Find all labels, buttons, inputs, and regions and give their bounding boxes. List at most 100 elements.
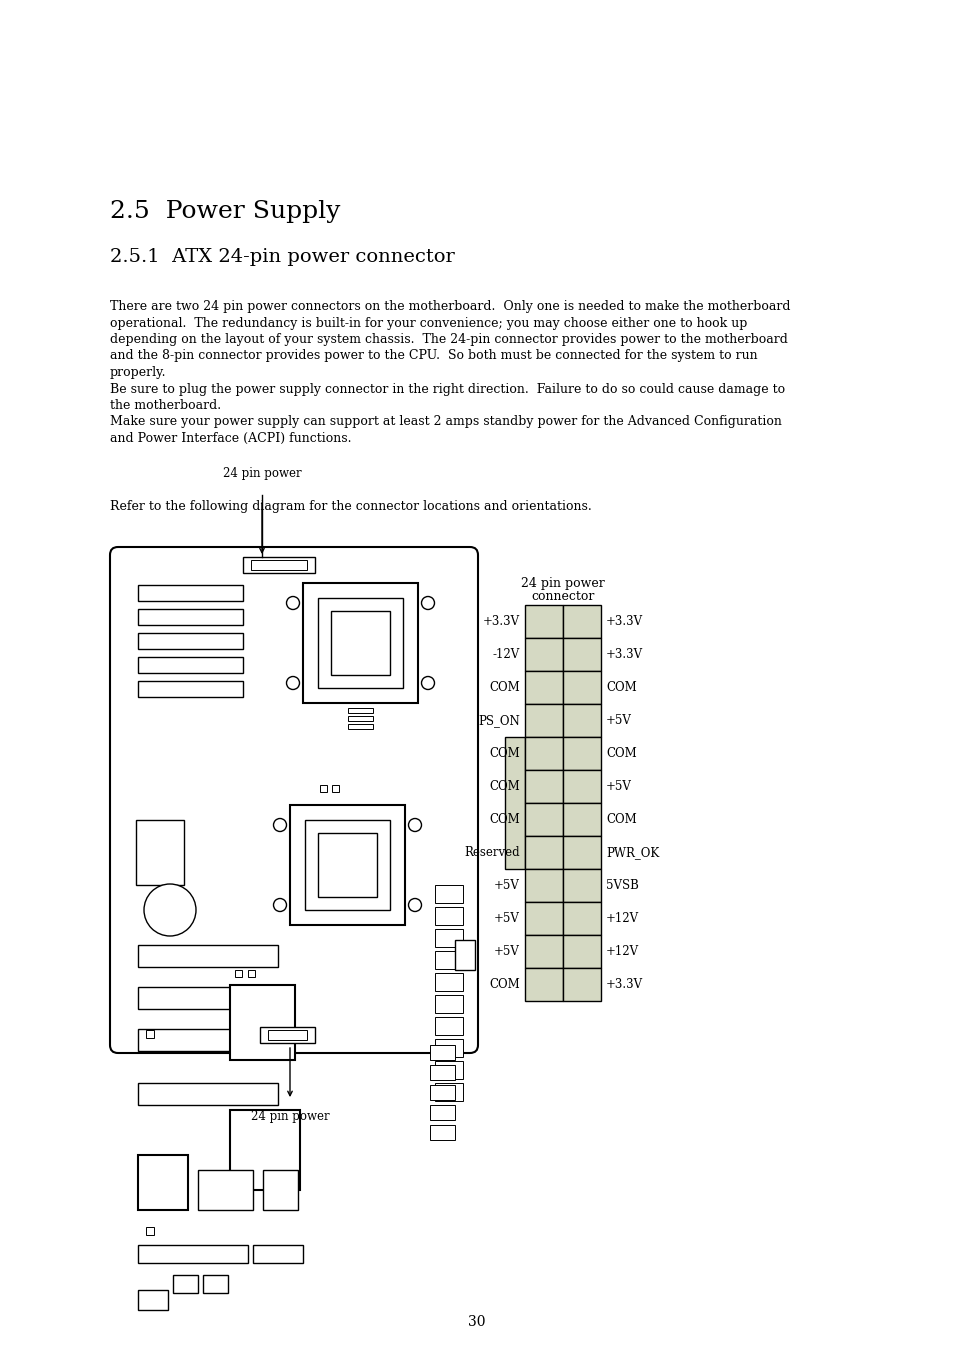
Bar xyxy=(435,1017,462,1035)
Bar xyxy=(146,1029,153,1038)
Bar xyxy=(319,785,327,792)
Text: +12V: +12V xyxy=(605,912,639,925)
Bar xyxy=(243,557,314,573)
Bar xyxy=(435,929,462,947)
Text: +5V: +5V xyxy=(494,944,519,958)
Bar xyxy=(248,970,254,977)
Text: Refer to the following diagram for the connector locations and orientations.: Refer to the following diagram for the c… xyxy=(110,500,591,513)
Bar xyxy=(317,834,376,897)
Bar xyxy=(348,716,373,721)
Bar xyxy=(524,738,562,770)
Bar xyxy=(263,1170,297,1210)
Text: +5V: +5V xyxy=(605,780,631,793)
Bar xyxy=(260,1027,314,1043)
Bar xyxy=(303,584,417,703)
Bar xyxy=(524,671,562,704)
Bar xyxy=(138,1155,188,1210)
Bar xyxy=(435,994,462,1013)
Circle shape xyxy=(286,677,299,689)
Text: COM: COM xyxy=(489,780,519,793)
Bar xyxy=(430,1085,455,1100)
Circle shape xyxy=(421,677,434,689)
Text: 24 pin power: 24 pin power xyxy=(520,577,604,590)
Bar xyxy=(251,561,307,570)
Bar xyxy=(430,1125,455,1140)
Text: COM: COM xyxy=(605,813,636,825)
Bar xyxy=(455,940,475,970)
Text: PWR_OK: PWR_OK xyxy=(605,846,659,859)
Bar xyxy=(524,704,562,738)
Bar xyxy=(524,802,562,836)
Bar xyxy=(524,869,562,902)
Text: properly.: properly. xyxy=(110,366,167,380)
Text: Make sure your power supply can support at least 2 amps standby power for the Ad: Make sure your power supply can support … xyxy=(110,416,781,428)
Text: depending on the layout of your system chassis.  The 24-pin connector provides p: depending on the layout of your system c… xyxy=(110,332,787,346)
Bar xyxy=(138,609,243,626)
Bar xyxy=(146,1227,153,1235)
Circle shape xyxy=(274,898,286,912)
Bar xyxy=(138,988,277,1009)
Bar xyxy=(562,969,600,1001)
Bar xyxy=(430,1065,455,1079)
Bar xyxy=(230,985,294,1061)
Bar xyxy=(562,770,600,802)
Bar xyxy=(562,935,600,969)
Text: 2.5  Power Supply: 2.5 Power Supply xyxy=(110,200,340,223)
Bar xyxy=(524,638,562,671)
Bar xyxy=(524,935,562,969)
Bar xyxy=(290,805,405,925)
Bar xyxy=(430,1046,455,1061)
Text: +5V: +5V xyxy=(494,912,519,925)
Bar xyxy=(524,902,562,935)
Bar xyxy=(524,969,562,1001)
Bar xyxy=(138,1029,277,1051)
Text: operational.  The redundancy is built-in for your convenience; you may choose ei: operational. The redundancy is built-in … xyxy=(110,316,746,330)
Circle shape xyxy=(144,884,195,936)
Bar xyxy=(562,605,600,638)
Bar xyxy=(435,885,462,902)
Text: COM: COM xyxy=(605,681,636,694)
Bar xyxy=(562,802,600,836)
Circle shape xyxy=(274,819,286,831)
Text: COM: COM xyxy=(489,978,519,992)
Circle shape xyxy=(421,597,434,609)
Bar xyxy=(317,598,402,688)
Bar xyxy=(435,973,462,992)
Text: 2.5.1  ATX 24-pin power connector: 2.5.1 ATX 24-pin power connector xyxy=(110,249,455,266)
Bar xyxy=(524,770,562,802)
Text: and the 8-pin connector provides power to the CPU.  So both must be connected fo: and the 8-pin connector provides power t… xyxy=(110,350,757,362)
Bar xyxy=(562,638,600,671)
Bar xyxy=(138,657,243,673)
Bar xyxy=(562,902,600,935)
Text: +5V: +5V xyxy=(605,713,631,727)
Bar xyxy=(562,836,600,869)
Text: +5V: +5V xyxy=(494,880,519,892)
Bar xyxy=(138,681,243,697)
Bar xyxy=(435,1039,462,1056)
Text: There are two 24 pin power connectors on the motherboard.  Only one is needed to: There are two 24 pin power connectors on… xyxy=(110,300,790,313)
Text: 24 pin power: 24 pin power xyxy=(251,1111,329,1123)
Bar xyxy=(348,724,373,730)
Bar xyxy=(138,585,243,601)
Text: COM: COM xyxy=(605,747,636,761)
Text: 5VSB: 5VSB xyxy=(605,880,639,892)
Bar xyxy=(253,1246,303,1263)
Text: the motherboard.: the motherboard. xyxy=(110,399,221,412)
Text: -12V: -12V xyxy=(493,648,519,661)
Bar xyxy=(504,738,524,869)
Text: COM: COM xyxy=(489,681,519,694)
Text: COM: COM xyxy=(489,813,519,825)
Bar xyxy=(203,1275,228,1293)
Bar xyxy=(138,1290,168,1310)
Circle shape xyxy=(286,597,299,609)
Text: 24 pin power: 24 pin power xyxy=(222,467,301,480)
Text: +3.3V: +3.3V xyxy=(605,648,642,661)
Text: COM: COM xyxy=(489,747,519,761)
Text: Reserved: Reserved xyxy=(464,846,519,859)
Bar xyxy=(230,1111,299,1190)
Bar xyxy=(234,970,242,977)
Bar xyxy=(172,1275,198,1293)
Text: PS_ON: PS_ON xyxy=(477,713,519,727)
Bar xyxy=(562,671,600,704)
Bar xyxy=(305,820,390,911)
